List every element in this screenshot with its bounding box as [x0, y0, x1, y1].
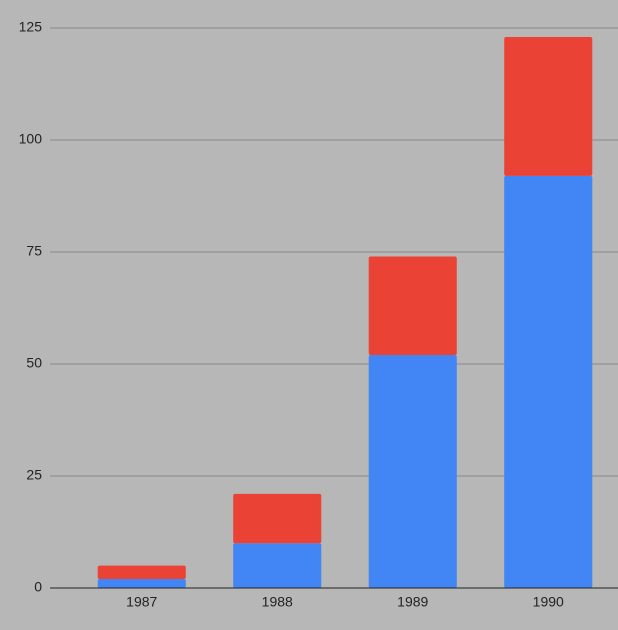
- x-tick-label: 1987: [126, 594, 157, 610]
- bar-segment: [504, 36, 593, 176]
- bar-segment: [504, 175, 593, 588]
- y-tick-label: 50: [26, 355, 42, 371]
- y-tick-label: 125: [19, 19, 43, 35]
- x-tick-label: 1989: [397, 594, 428, 610]
- y-tick-label: 25: [26, 467, 42, 483]
- y-tick-label: 75: [26, 243, 42, 259]
- y-tick-label: 100: [19, 131, 43, 147]
- y-tick-label: 0: [34, 579, 42, 595]
- bar-segment: [368, 355, 457, 588]
- bar-segment: [97, 579, 186, 588]
- bar-segment: [233, 543, 322, 588]
- bar-segment: [368, 256, 457, 356]
- x-tick-label: 1990: [533, 594, 564, 610]
- bar-segment: [97, 565, 186, 580]
- x-tick-label: 1988: [262, 594, 293, 610]
- bar-segment: [233, 493, 322, 544]
